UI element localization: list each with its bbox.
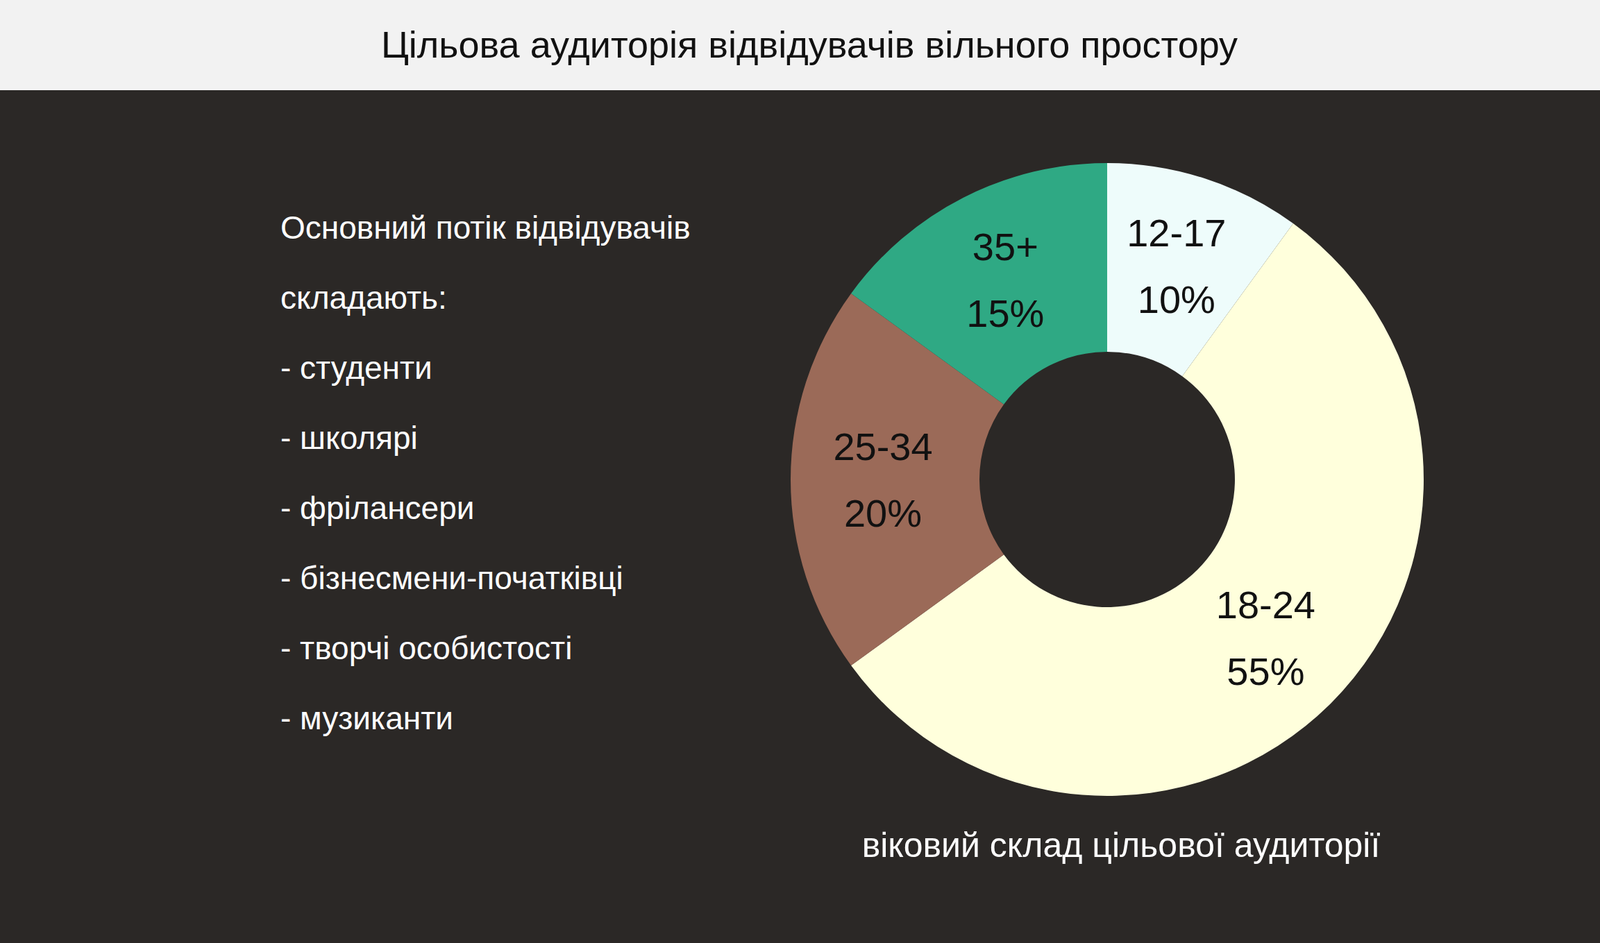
svg-text:складають:: складають: <box>280 279 448 316</box>
svg-text:12-17: 12-17 <box>1126 211 1226 255</box>
svg-text:Цільова аудиторія відвідувачів: Цільова аудиторія відвідувачів вільного … <box>381 23 1238 66</box>
svg-text:- фрілансери: - фрілансери <box>280 490 475 527</box>
svg-text:15%: 15% <box>966 291 1044 336</box>
svg-text:- музиканти: - музиканти <box>280 700 454 737</box>
svg-text:20%: 20% <box>844 491 922 536</box>
svg-text:Основний потік відвідувачів: Основний потік відвідувачів <box>280 209 691 246</box>
svg-text:- студенти: - студенти <box>280 349 433 386</box>
svg-text:- школярі: - школярі <box>280 419 418 457</box>
svg-text:- творчі особистості: - творчі особистості <box>280 630 572 667</box>
svg-text:10%: 10% <box>1137 277 1216 322</box>
svg-text:55%: 55% <box>1226 649 1305 694</box>
svg-text:25-34: 25-34 <box>832 424 933 469</box>
svg-text:- бізнесмени-початківці: - бізнесмени-початківці <box>280 560 624 597</box>
svg-text:18-24: 18-24 <box>1216 583 1316 627</box>
svg-text:35+: 35+ <box>972 224 1039 269</box>
svg-text:віковий склад цільової аудитор: віковий склад цільової аудиторії <box>862 826 1381 865</box>
